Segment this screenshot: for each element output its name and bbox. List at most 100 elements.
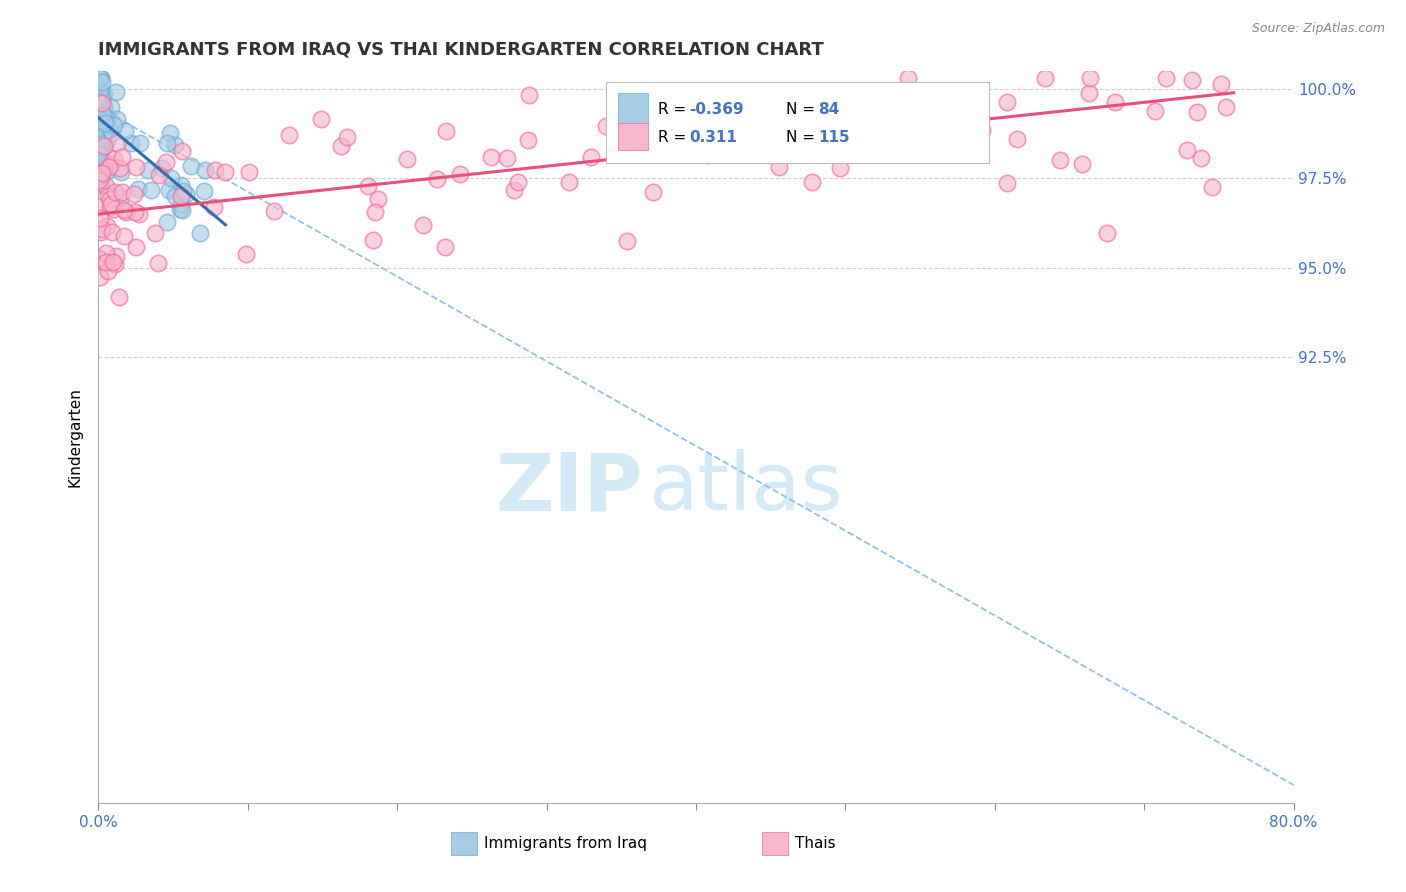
Point — [96, 133, 118, 147]
Point — [90, 71, 112, 86]
Point — [87, 128, 110, 142]
Point — [128, 136, 150, 151]
Point — [96, 110, 118, 124]
Point — [329, 139, 352, 153]
Point — [1209, 78, 1232, 92]
Point — [1201, 180, 1223, 194]
Point — [103, 118, 125, 132]
Point — [202, 200, 225, 214]
Point — [89, 251, 111, 265]
Point — [89, 120, 111, 134]
Point — [107, 112, 129, 127]
Point — [100, 200, 122, 214]
Point — [120, 136, 142, 150]
Point — [89, 71, 111, 86]
Point — [127, 182, 149, 196]
Point — [156, 136, 179, 150]
Point — [97, 189, 120, 203]
Point — [89, 211, 111, 225]
Y-axis label: Kindergarten: Kindergarten — [67, 387, 83, 487]
Point — [1185, 104, 1208, 119]
Text: N =: N = — [786, 102, 820, 117]
Point — [89, 270, 111, 285]
Point — [90, 95, 112, 110]
Text: -0.369: -0.369 — [689, 102, 744, 117]
Bar — [619, 122, 648, 151]
Point — [143, 226, 166, 240]
Point — [91, 161, 114, 175]
Point — [1189, 151, 1212, 165]
Point — [159, 127, 181, 141]
Point — [204, 163, 226, 178]
Point — [661, 107, 683, 121]
Point — [103, 202, 125, 216]
Point — [90, 87, 112, 101]
Point — [90, 173, 112, 187]
Point — [105, 136, 128, 150]
Point — [357, 178, 380, 193]
Point — [972, 122, 994, 136]
Point — [425, 172, 447, 186]
Text: Immigrants from Iraq: Immigrants from Iraq — [485, 837, 647, 851]
Point — [125, 161, 148, 175]
Text: IMMIGRANTS FROM IRAQ VS THAI KINDERGARTEN CORRELATION CHART: IMMIGRANTS FROM IRAQ VS THAI KINDERGARTE… — [98, 41, 824, 59]
Point — [93, 134, 115, 148]
Point — [503, 183, 526, 197]
Point — [1181, 73, 1204, 87]
Point — [100, 157, 122, 171]
Point — [124, 204, 146, 219]
Point — [170, 178, 193, 192]
Point — [508, 175, 530, 189]
Point — [157, 183, 180, 197]
Point — [100, 196, 122, 211]
Point — [110, 165, 132, 179]
Point — [91, 136, 114, 151]
Text: Source: ZipAtlas.com: Source: ZipAtlas.com — [1251, 22, 1385, 36]
Point — [148, 169, 170, 183]
Point — [89, 173, 111, 187]
Point — [367, 192, 389, 206]
Point — [263, 204, 285, 219]
Point — [98, 161, 121, 175]
Point — [112, 202, 135, 217]
Point — [139, 183, 162, 197]
Point — [90, 108, 112, 122]
Point — [801, 175, 824, 189]
Point — [1104, 95, 1126, 110]
Point — [169, 196, 191, 211]
Point — [87, 113, 110, 128]
Bar — [619, 94, 648, 126]
Point — [101, 225, 124, 239]
Point — [90, 129, 112, 144]
Point — [90, 117, 112, 131]
Point — [90, 141, 112, 155]
Point — [1049, 153, 1071, 167]
Point — [194, 162, 217, 177]
Point — [91, 153, 114, 167]
Point — [103, 152, 125, 166]
Bar — [762, 832, 787, 855]
Text: 0.311: 0.311 — [689, 129, 737, 145]
Point — [768, 160, 790, 174]
Point — [517, 87, 540, 102]
Point — [449, 167, 471, 181]
Point — [214, 165, 236, 179]
Point — [93, 157, 115, 171]
Point — [995, 177, 1018, 191]
Point — [110, 190, 132, 204]
Point — [89, 252, 111, 266]
Point — [146, 256, 169, 270]
Point — [170, 144, 193, 158]
Point — [96, 219, 118, 234]
Point — [90, 166, 112, 180]
Point — [163, 138, 186, 153]
Point — [93, 139, 115, 153]
Point — [90, 178, 112, 192]
Point — [96, 246, 118, 260]
Point — [616, 235, 638, 249]
Point — [89, 71, 111, 86]
Point — [89, 135, 111, 149]
Point — [114, 124, 136, 138]
Point — [90, 139, 112, 153]
Point — [1095, 226, 1118, 240]
